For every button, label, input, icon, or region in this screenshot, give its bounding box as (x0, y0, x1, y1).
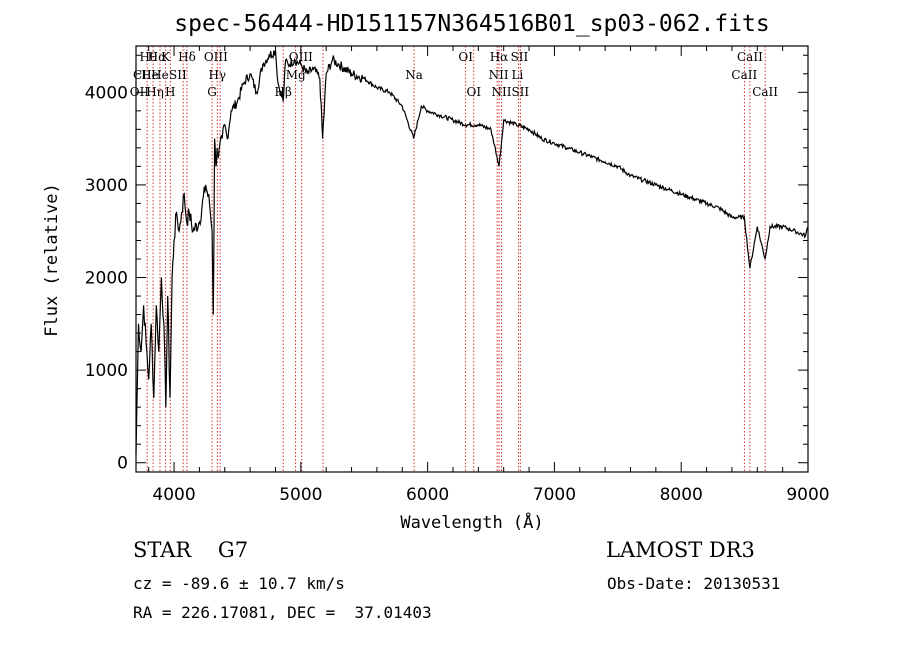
line-label-7: Hα (490, 50, 509, 64)
obs-date: Obs-Date: 20130531 (607, 574, 781, 593)
line-label-22: H (165, 85, 175, 99)
redshift-cz: cz = -89.6 ± 10.7 km/s (133, 574, 345, 593)
plot-frame (135, 45, 809, 473)
x-axis-label: Wavelength (Å) (400, 511, 543, 533)
line-label-4: OIII (204, 50, 228, 64)
line-label-8: SII (511, 50, 529, 64)
y-axis-ticks: 0 1000 2000 3000 4000 (85, 54, 808, 474)
line-label-17: NII (489, 68, 509, 82)
x-tick-label-7000: 7000 (533, 485, 576, 505)
x-tick-label-9000: 9000 (786, 485, 829, 505)
line-label-26: NII (492, 85, 512, 99)
y-tick-label-0: 0 (117, 454, 128, 474)
line-label-12: He (151, 68, 169, 82)
x-tick-label-5000: 5000 (279, 485, 322, 505)
line-label-9: CaII (737, 50, 763, 64)
y-tick-label-1000: 1000 (85, 361, 128, 381)
line-label-14: Hγ (208, 68, 226, 82)
y-tick-label-2000: 2000 (85, 269, 128, 289)
line-label-3: Hδ (178, 50, 196, 64)
line-label-25: OI (466, 85, 481, 99)
line-label-15: Mg (286, 68, 306, 82)
line-label-23: G (207, 85, 217, 99)
line-label-19: CaII (731, 68, 757, 82)
line-label-0: Hθ (139, 50, 157, 64)
line-markers (146, 46, 766, 472)
x-tick-label-8000: 8000 (660, 485, 703, 505)
survey-name: LAMOST DR3 (606, 538, 755, 562)
star-type: STAR G7 (133, 538, 249, 562)
line-label-6: OI (458, 50, 473, 64)
x-axis-ticks: 4000 5000 6000 7000 8000 9000 (148, 46, 830, 505)
spectrum-line (135, 50, 809, 454)
line-label-28: CaII (752, 85, 778, 99)
y-tick-label-4000: 4000 (85, 83, 128, 103)
chart-title: spec-56444-HD151157N364516B01_sp03-062.f… (174, 11, 769, 37)
line-label-1: Hα (148, 50, 167, 64)
line-label-10: CII (133, 68, 152, 82)
y-tick-label-3000: 3000 (85, 176, 128, 196)
line-label-2: K (161, 50, 171, 64)
line-label-16: Na (405, 68, 423, 82)
line-label-11: He (141, 68, 159, 82)
line-label-27: SII (511, 85, 529, 99)
ra-dec: RA = 226.17081, DEC = 37.01403 (133, 603, 432, 622)
line-label-21: Hη (146, 85, 164, 99)
line-label-18: Li (511, 68, 523, 82)
line-label-13: SII (169, 68, 187, 82)
x-tick-label-4000: 4000 (152, 485, 195, 505)
y-axis-label: Flux (relative) (42, 183, 62, 337)
x-tick-label-6000: 6000 (406, 485, 449, 505)
